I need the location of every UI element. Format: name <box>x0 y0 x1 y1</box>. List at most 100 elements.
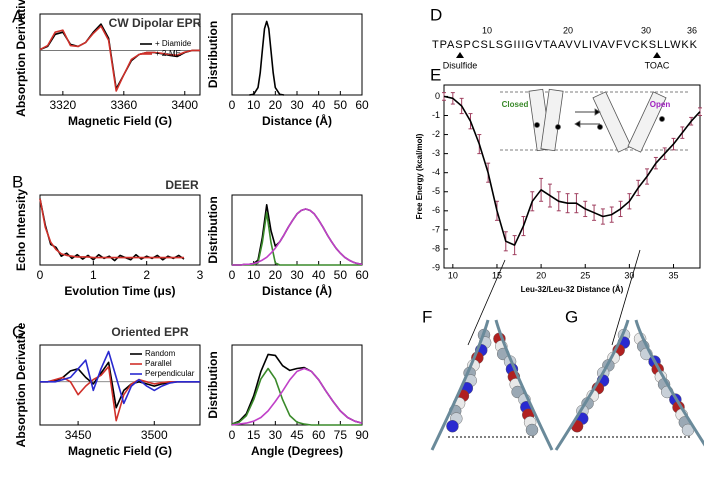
backbone <box>554 319 630 451</box>
chart-title: CW Dipolar EPR <box>109 16 202 30</box>
panel-letter: B <box>12 172 23 191</box>
y-tick-label: -6 <box>432 205 440 215</box>
backbone <box>494 319 554 451</box>
x-tick-label: 90 <box>355 428 369 442</box>
y-tick-label: -5 <box>432 186 440 196</box>
residue-number: 30 <box>641 25 651 35</box>
plot-frame <box>39 13 201 96</box>
chart-title: DEER <box>165 178 199 192</box>
plot-frame <box>39 344 201 426</box>
x-tick-label: 30 <box>290 268 304 282</box>
y-tick-label: -1 <box>432 110 440 120</box>
y-axis-label: Distribution <box>206 351 220 418</box>
legend-label: + 2-ME <box>155 49 181 58</box>
plot-frame <box>443 84 701 269</box>
y-tick-label: 0 <box>435 91 440 101</box>
series-line <box>231 367 362 426</box>
x-tick-label: 3450 <box>65 428 92 442</box>
x-tick-label: 3 <box>197 268 204 282</box>
x-tick-label: 0 <box>229 98 236 112</box>
series-line <box>232 211 362 266</box>
y-tick-label: -8 <box>432 243 440 253</box>
x-tick-label: 30 <box>269 428 283 442</box>
x-tick-label: 40 <box>312 268 326 282</box>
x-axis-label: Magnetic Field (G) <box>68 114 172 128</box>
series-line <box>231 367 363 426</box>
backbone <box>430 319 490 451</box>
residue-number: 10 <box>482 25 492 35</box>
series-line <box>443 95 701 246</box>
x-tick-label: 60 <box>312 428 326 442</box>
panel-letter: A <box>12 7 24 26</box>
legend-label: + Diamide <box>155 39 192 48</box>
x-tick-label: 60 <box>355 268 369 282</box>
x-axis-label: Magnetic Field (G) <box>68 444 172 458</box>
x-tick-label: 50 <box>334 268 348 282</box>
marker-label: Disulfide <box>443 60 478 70</box>
y-tick-label: -7 <box>432 224 440 234</box>
x-tick-label: 3400 <box>171 98 198 112</box>
annotation: Open <box>650 100 671 109</box>
x-tick-label: 30 <box>624 270 634 280</box>
connector <box>611 249 641 346</box>
x-tick-label: 25 <box>580 270 590 280</box>
series-line <box>39 198 184 259</box>
y-axis-label: Echo Intensity <box>14 189 28 271</box>
x-tick-label: 60 <box>355 98 369 112</box>
x-tick-label: 35 <box>669 270 679 280</box>
y-tick-label: -3 <box>432 148 440 158</box>
x-tick-label: 15 <box>492 270 502 280</box>
x-axis-label: Leu-32/Leu-32 Distance (Å) <box>521 285 624 294</box>
x-tick-label: 3320 <box>50 98 77 112</box>
x-tick-label: 3500 <box>141 428 168 442</box>
series-line <box>40 350 200 405</box>
y-axis-label: Distribution <box>206 21 220 88</box>
x-tick-label: 45 <box>290 428 304 442</box>
marker-triangle <box>456 52 464 58</box>
panel-letter: E <box>430 65 441 84</box>
molecules <box>430 319 704 451</box>
panel-letter: G <box>565 307 578 326</box>
legend-label: Perpendicular <box>145 369 195 378</box>
residue-number: 20 <box>563 25 573 35</box>
x-tick-label: 2 <box>143 268 150 282</box>
x-tick-label: 10 <box>247 98 261 112</box>
y-tick-label: -4 <box>432 167 440 177</box>
marker-triangle <box>653 52 661 58</box>
annotation: Closed <box>502 100 529 109</box>
y-axis-label: Free Energy (kcal/mol) <box>415 133 424 219</box>
chart-title: Oriented EPR <box>111 325 189 339</box>
x-tick-label: 10 <box>247 268 261 282</box>
legend-label: Random <box>145 349 176 358</box>
x-tick-label: 20 <box>269 268 283 282</box>
y-tick-label: -2 <box>432 129 440 139</box>
x-tick-label: 3360 <box>110 98 137 112</box>
x-tick-label: 0 <box>229 428 236 442</box>
plot-frame <box>231 13 363 96</box>
series-line <box>39 25 200 92</box>
panel-letter: F <box>422 307 432 326</box>
legend-label: Parallel <box>145 359 172 368</box>
y-tick-label: -9 <box>432 262 440 272</box>
plot-frame <box>39 194 201 266</box>
series-line <box>249 20 285 96</box>
x-axis-label: Distance (Å) <box>262 283 332 298</box>
series-line <box>39 198 185 262</box>
residue-number: 36 <box>687 25 697 35</box>
panel-letter: C <box>12 322 24 341</box>
x-tick-label: 1 <box>90 268 97 282</box>
x-tick-label: 20 <box>536 270 546 280</box>
x-axis-label: Angle (Degrees) <box>251 444 343 458</box>
x-axis-label: Distance (Å) <box>262 113 332 128</box>
x-tick-label: 0 <box>37 268 44 282</box>
sequence: TPASPCSLSGIIIGVTAAVVLIVAVFVCKSLLWKK <box>432 39 698 51</box>
marker-label: TOAC <box>645 60 670 70</box>
x-tick-label: 30 <box>290 98 304 112</box>
y-axis-label: Distribution <box>206 196 220 263</box>
y-axis-label: Absorption Derivative <box>14 0 28 117</box>
x-tick-label: 10 <box>448 270 458 280</box>
x-axis-label: Evolution Time (μs) <box>64 284 175 298</box>
x-tick-label: 50 <box>334 98 348 112</box>
connector <box>467 259 506 346</box>
